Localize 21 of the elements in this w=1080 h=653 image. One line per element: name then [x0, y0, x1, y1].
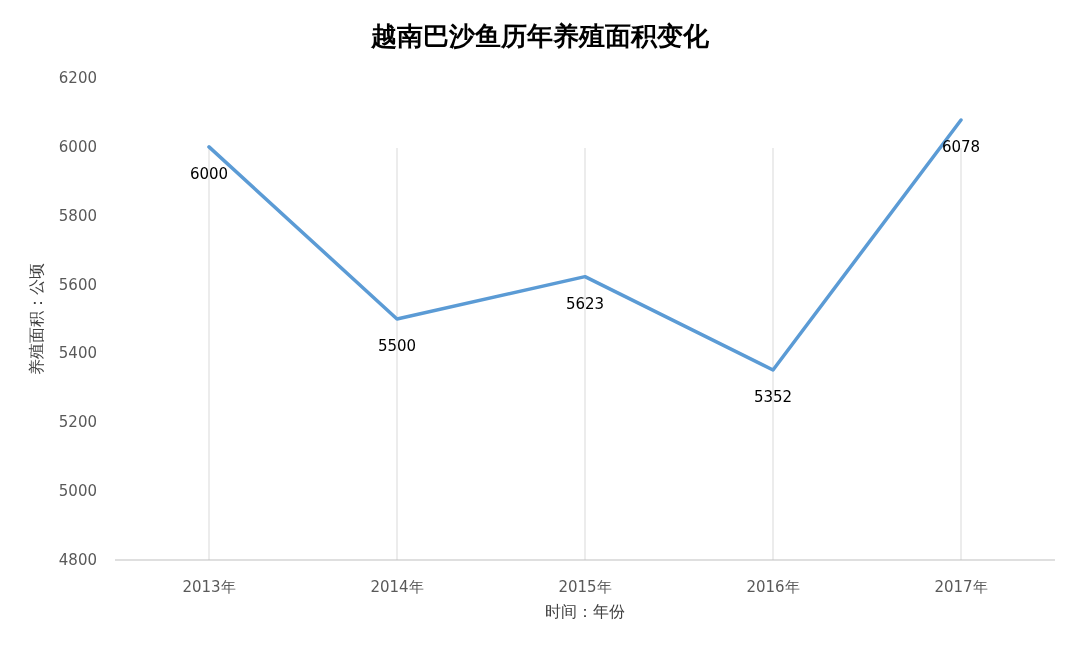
data-label: 5500 [377, 337, 417, 355]
data-label: 6078 [941, 138, 981, 156]
x-axis-title: 时间：年份 [545, 602, 625, 621]
data-label: 5352 [753, 387, 793, 406]
y-tick-label: 4800 [58, 551, 97, 569]
x-tick-label: 2017年 [934, 578, 988, 596]
y-tick-label: 5200 [58, 413, 97, 432]
y-tick-label: 5400 [58, 344, 97, 363]
y-tick-label: 5000 [58, 482, 97, 501]
x-tick-label: 2013年 [182, 578, 236, 596]
data-label: 5623 [565, 294, 605, 313]
x-tick-label: 2014年 [370, 578, 424, 596]
x-tick-label: 2016年 [746, 578, 800, 596]
chart-title: 越南巴沙鱼历年养殖面积变化 [370, 21, 710, 51]
y-tick-label: 6200 [58, 69, 97, 87]
y-axis-title: 养殖面积：公顷 [27, 263, 46, 375]
data-label: 6000 [189, 164, 229, 183]
y-tick-label: 5600 [58, 275, 97, 294]
y-tick-label: 5800 [58, 206, 97, 225]
y-tick-label: 6000 [58, 137, 97, 156]
x-tick-label: 2015年 [558, 578, 612, 596]
